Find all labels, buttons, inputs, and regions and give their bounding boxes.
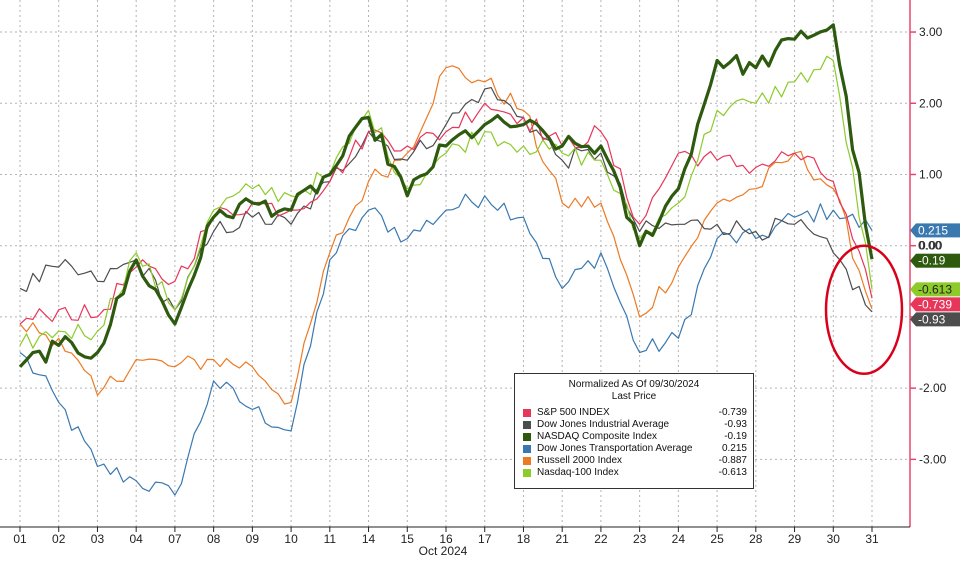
badge-value: -0.19 (918, 254, 946, 268)
x-tick-label: 10 (284, 532, 298, 546)
x-tick-label: 14 (362, 532, 376, 546)
series-line (19, 102, 873, 325)
legend-title: Normalized As Of 09/30/2024 (568, 379, 700, 390)
legend-value: -0.739 (718, 407, 747, 418)
y-tick-label: -3.00 (919, 452, 947, 466)
legend-swatch (523, 469, 531, 477)
legend-item: Nasdaq-100 Index -0.613 (515, 467, 753, 479)
badge-value: -0.739 (918, 297, 952, 311)
badge-value: -0.613 (918, 282, 952, 296)
x-tick-label: 01 (13, 532, 27, 546)
legend-rows: S&P 500 INDEX -0.739 Dow Jones Industrial … (515, 407, 753, 479)
x-tick-label: 28 (749, 532, 763, 546)
series-lines (18, 23, 874, 496)
legend-label: Russell 2000 Index (537, 455, 623, 466)
x-tick-label: 03 (91, 532, 105, 546)
x-tick-label: 11 (324, 532, 337, 546)
x-axis-label: Oct 2024 (419, 544, 468, 558)
y-tick-label: 2.00 (919, 96, 943, 110)
x-tick-label: 15 (401, 532, 415, 546)
last-price-badge: -0.613 (910, 282, 960, 297)
x-tick-label: 24 (672, 532, 686, 546)
legend-value: -0.613 (718, 467, 747, 478)
badge-pointer (910, 297, 916, 312)
last-price-badge: -0.93 (910, 312, 960, 327)
legend-label: NASDAQ Composite Index (537, 431, 658, 442)
x-tick-label: 02 (52, 532, 66, 546)
badge-pointer (910, 312, 916, 327)
series-line (18, 23, 874, 368)
legend-label: Nasdaq-100 Index (537, 467, 619, 478)
x-tick-label: 23 (633, 532, 647, 546)
x-tick-label: 21 (556, 532, 570, 546)
badge-box (916, 223, 960, 238)
badge-box (916, 253, 960, 268)
legend-subtitle: Last Price (611, 391, 657, 402)
legend-value: -0.887 (718, 455, 747, 466)
last-price-badge: 0.00 (918, 239, 942, 253)
x-tick-label: 08 (207, 532, 221, 546)
x-tick-label: 07 (168, 532, 182, 546)
highlight-ellipse (824, 244, 904, 376)
y-tick-label: 3.00 (919, 25, 943, 39)
axes (0, 0, 911, 528)
y-tick-label: 1.00 (919, 167, 943, 181)
badge-pointer (910, 282, 916, 297)
grid-lines (0, 0, 910, 527)
last-price-badge: 0.215 (910, 223, 960, 238)
legend-item: S&P 500 INDEX -0.739 (515, 407, 753, 419)
x-tick-label: 31 (865, 532, 879, 546)
legend-label: Dow Jones Industrial Average (537, 419, 670, 430)
badge-box (916, 297, 960, 312)
legend-swatch (523, 421, 531, 429)
legend-item: Dow Jones Transportation Average 0.215 (515, 443, 753, 455)
x-tick-label: 04 (130, 532, 144, 546)
legend-swatch (523, 409, 531, 417)
last-price-badge: -0.739 (910, 297, 960, 312)
x-tick-label: 29 (788, 532, 802, 546)
legend-value: 0.215 (721, 443, 747, 454)
legend-swatch (523, 457, 531, 465)
y-tick-label: 0.00 (919, 239, 943, 253)
x-tick-label: 16 (439, 532, 453, 546)
legend-swatch (523, 433, 531, 441)
y-tick-label: -2.00 (919, 381, 947, 395)
x-tick-label: 17 (478, 532, 492, 546)
badge-pointer (910, 223, 916, 238)
x-tick-label: 25 (710, 532, 724, 546)
last-price-badges: 0.215 0.00-0.19 -0.613-0.739-0.93 (910, 223, 960, 327)
series-line (19, 193, 873, 496)
badge-value: 0.215 (918, 223, 948, 237)
badge-pointer (910, 253, 916, 268)
legend-swatch (523, 445, 531, 453)
legend: Normalized As Of 09/30/2024 Last Price S… (514, 373, 754, 489)
badge-value: -0.93 (918, 312, 946, 326)
legend-item: Dow Jones Industrial Average -0.93 (515, 419, 753, 431)
badge-value: 0.00 (918, 239, 942, 253)
x-tick-label: 09 (246, 532, 260, 546)
last-price-badge: -0.19 (910, 253, 960, 268)
legend-value: -0.93 (724, 419, 747, 430)
badge-box (916, 282, 960, 297)
series-line (19, 55, 873, 349)
x-tick-label: 30 (827, 532, 841, 546)
legend-label: Dow Jones Transportation Average (537, 443, 693, 454)
x-tick-label: 18 (517, 532, 531, 546)
legend-value: -0.19 (724, 431, 747, 442)
x-axis-ticks: 01 02 03 04 07 08 09 10 11 14 15 16 17 18 21 22 23 24 25 28… (13, 527, 879, 546)
legend-label: S&P 500 INDEX (537, 407, 610, 418)
legend-item: Russell 2000 Index -0.887 (515, 455, 753, 467)
series-line (19, 65, 873, 405)
x-tick-label: 22 (594, 532, 608, 546)
legend-item: NASDAQ Composite Index -0.19 (515, 431, 753, 443)
badge-box (916, 312, 960, 327)
